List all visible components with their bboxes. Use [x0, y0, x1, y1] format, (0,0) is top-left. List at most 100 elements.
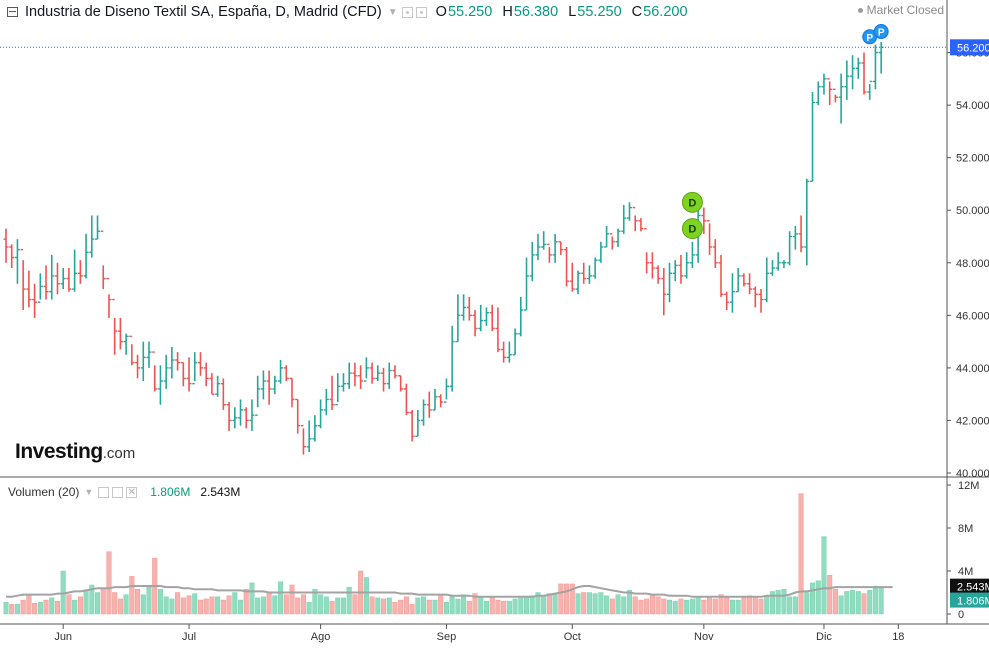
volume-bar — [792, 596, 798, 615]
volume-bar — [300, 594, 306, 615]
volume-bar — [861, 593, 867, 615]
volume-bar — [684, 599, 690, 615]
volume-bar — [592, 593, 598, 615]
p-marker-label: P — [878, 28, 885, 39]
volume-bar — [243, 589, 249, 615]
volume-bar — [272, 595, 278, 615]
dividend-marker-icon — [681, 191, 703, 213]
volume-bar — [655, 596, 661, 615]
dividend-marker-icon — [681, 218, 703, 240]
investing-logo: Investing.com — [15, 440, 135, 464]
open-key: O — [435, 4, 447, 20]
volume-ma-label: 2.543M — [957, 582, 989, 594]
volume-ma-line — [6, 585, 893, 598]
volume-bar — [415, 597, 421, 615]
volume-bar — [32, 603, 38, 615]
volume-bar — [506, 600, 512, 615]
market-status-text: Market Closed — [866, 3, 944, 17]
volume-header: Volumen (20) ▼ ✕ 1.806M 2.543M — [8, 485, 240, 499]
volume-tick-label: 4M — [958, 566, 973, 578]
volume-bar — [37, 601, 43, 615]
volume-bar — [409, 604, 415, 615]
volume-bar — [489, 596, 495, 615]
p-marker-label: P — [866, 33, 873, 44]
volume-bar — [638, 599, 644, 615]
volume-bar — [615, 594, 621, 615]
volume-bar — [495, 599, 501, 615]
volume-bar — [661, 598, 667, 615]
volume-bar — [112, 592, 118, 615]
volume-bar — [775, 590, 781, 615]
volume-bar — [581, 592, 587, 615]
volume-bar — [381, 598, 387, 615]
volume-bar — [535, 592, 541, 615]
volume-bar — [215, 596, 221, 615]
volume-bar — [117, 598, 123, 615]
volume-settings-icon[interactable] — [98, 486, 110, 498]
volume-bar — [701, 599, 707, 615]
volume-bar — [323, 596, 329, 615]
volume-bar — [318, 594, 324, 615]
volume-bar — [575, 593, 581, 615]
volume-bar — [3, 601, 9, 615]
chart-header: Industria de Diseno Textil SA, España, D… — [0, 2, 688, 22]
volume-bar — [632, 596, 638, 615]
volume-bar — [340, 597, 346, 615]
time-tick-label: Sep — [437, 631, 457, 643]
volume-bar — [672, 600, 678, 615]
volume-tick-label: 0 — [958, 609, 964, 621]
volume-bar — [77, 596, 83, 615]
volume-bar — [403, 596, 409, 615]
volume-bar — [443, 601, 449, 615]
volume-bar — [72, 599, 78, 615]
volume-bar — [598, 592, 604, 615]
volume-bar — [787, 596, 793, 615]
volume-bar — [203, 598, 209, 615]
p-marker-icon — [873, 24, 889, 40]
volume-bar — [426, 599, 432, 615]
high-key: H — [502, 4, 513, 20]
volume-bar — [306, 601, 312, 615]
volume-bar — [678, 598, 684, 615]
settings-icon[interactable] — [401, 6, 413, 18]
volume-bar — [106, 551, 112, 615]
volume-bar — [764, 596, 770, 615]
volume-bar — [89, 584, 95, 615]
volume-bar — [369, 596, 375, 615]
volume-bar — [157, 589, 163, 615]
market-status-dot-icon — [857, 7, 863, 13]
volume-bar — [546, 593, 552, 615]
close-icon[interactable]: ✕ — [126, 486, 138, 498]
volume-bar — [283, 594, 289, 615]
time-tick-label: Jun — [54, 631, 72, 643]
volume-bar — [209, 596, 215, 615]
volume-bar — [352, 594, 358, 615]
menu-icon[interactable] — [7, 7, 18, 17]
volume-bar — [695, 596, 701, 615]
dividend-marker-label: D — [688, 197, 696, 209]
volume-bar — [100, 588, 106, 615]
volume-bar — [781, 589, 787, 615]
dropdown-caret-icon[interactable]: ▼ — [387, 6, 398, 18]
volume-bar — [66, 594, 72, 615]
volume-bar — [335, 597, 341, 615]
volume-bar — [363, 577, 369, 615]
time-tick-label: 18 — [892, 631, 904, 643]
volume-dropdown-caret-icon[interactable]: ▼ — [84, 487, 94, 497]
price-tick-label: 54.000 — [956, 100, 989, 112]
volume-bar — [626, 590, 632, 615]
price-tick-label: 40.000 — [956, 468, 989, 480]
volume-bar — [278, 581, 284, 615]
visibility-icon[interactable] — [415, 6, 427, 18]
volume-bar — [438, 594, 444, 615]
volume-bar — [54, 600, 60, 615]
last-price-label: 56.200 — [957, 42, 989, 54]
volume-visibility-icon[interactable] — [112, 486, 124, 498]
volume-bar — [146, 586, 152, 615]
volume-bar — [867, 590, 873, 615]
volume-bar — [827, 575, 833, 615]
volume-bar — [169, 598, 175, 615]
volume-bar — [135, 589, 141, 615]
volume-tick-label: 8M — [958, 523, 973, 535]
